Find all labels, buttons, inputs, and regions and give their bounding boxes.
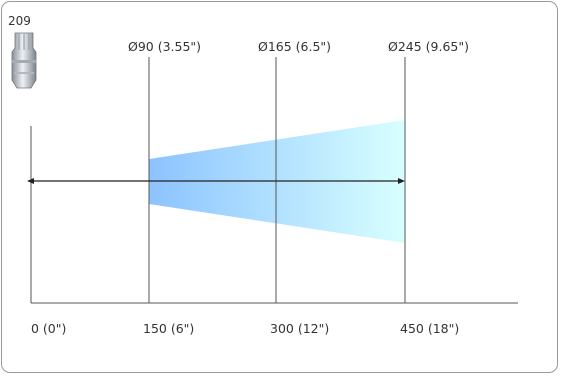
distance-label-150: 150 (6"): [143, 321, 194, 336]
diameter-label-165: Ø165 (6.5"): [258, 39, 331, 54]
distance-label-450: 450 (18"): [400, 321, 459, 336]
model-number: 209: [8, 14, 31, 28]
center-arrow: [27, 178, 405, 184]
diameter-label-90: Ø90 (3.55"): [128, 39, 201, 54]
diameter-label-245: Ø245 (9.65"): [388, 39, 469, 54]
spray-nozzle-icon: [11, 32, 37, 89]
distance-label-300: 300 (12"): [270, 321, 329, 336]
distance-label-0: 0 (0"): [31, 321, 66, 336]
